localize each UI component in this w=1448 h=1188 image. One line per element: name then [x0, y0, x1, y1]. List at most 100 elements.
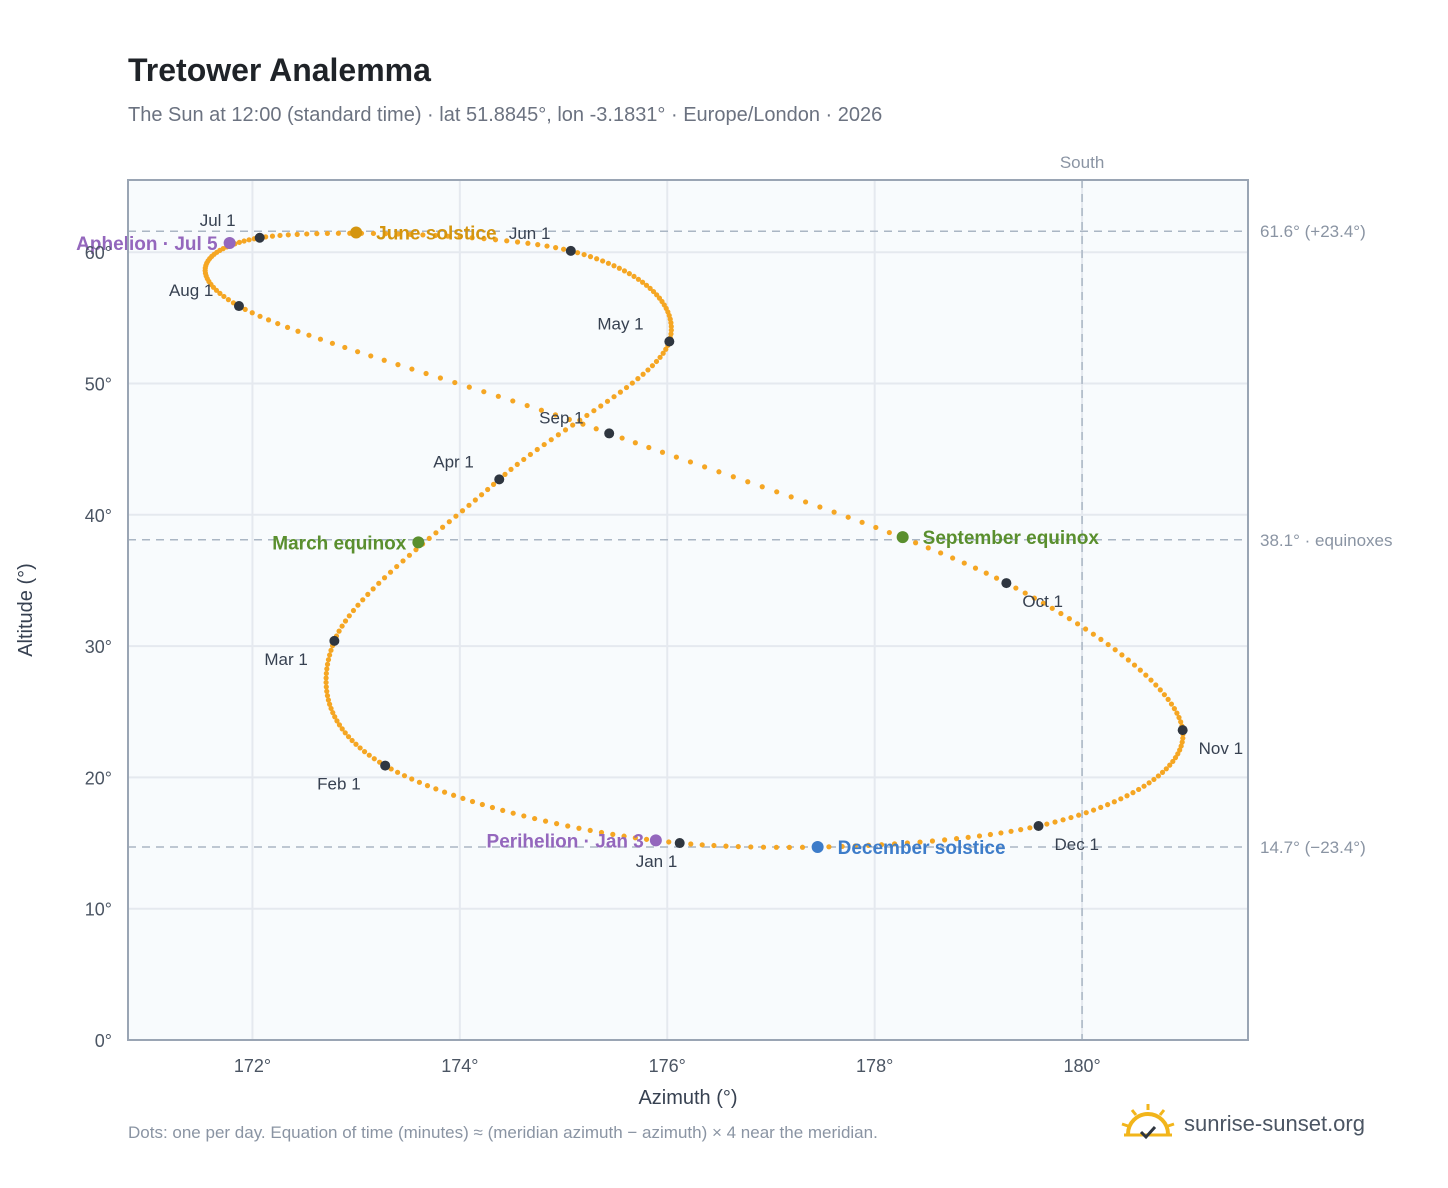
x-tick-label: 178° — [856, 1056, 893, 1076]
daily-dot — [632, 835, 638, 841]
brand-logo[interactable]: sunrise-sunset.org — [1120, 1102, 1365, 1146]
daily-dot — [409, 776, 415, 782]
daily-dot — [459, 508, 466, 514]
daily-dot — [538, 407, 544, 413]
daily-dot — [629, 380, 635, 386]
daily-dot — [401, 773, 408, 779]
month-label: Jan 1 — [636, 852, 678, 871]
daily-dot — [1163, 766, 1169, 772]
daily-dot — [626, 271, 632, 277]
daily-dot — [688, 841, 694, 847]
daily-dot — [371, 756, 377, 762]
daily-dot — [328, 705, 334, 712]
daily-dot — [723, 843, 729, 849]
daily-dot — [452, 379, 458, 386]
daily-dot — [508, 466, 514, 472]
daily-dot — [329, 340, 336, 346]
daily-dot — [381, 357, 387, 363]
daily-dot — [635, 276, 642, 282]
daily-dot — [213, 287, 220, 293]
daily-dot — [1155, 773, 1161, 779]
daily-dot — [1049, 605, 1055, 611]
daily-dot — [660, 350, 666, 356]
daily-dot — [1125, 657, 1131, 663]
y-tick-label: 40° — [85, 506, 112, 526]
month-marker — [494, 474, 505, 485]
daily-dot — [1074, 621, 1081, 627]
daily-dot — [645, 367, 651, 373]
daily-dot — [802, 499, 809, 505]
month-label: Dec 1 — [1055, 835, 1099, 854]
daily-dot — [993, 575, 1000, 581]
month-marker — [1033, 820, 1044, 831]
daily-dot — [839, 843, 845, 850]
daily-dot — [553, 245, 559, 251]
daily-dot — [1143, 672, 1149, 678]
daily-dot — [886, 529, 892, 536]
daily-dot — [324, 666, 330, 672]
daily-dot — [987, 831, 993, 838]
daily-dot — [1170, 758, 1176, 765]
daily-dot — [730, 474, 736, 480]
daily-dot — [457, 234, 463, 240]
daily-dot — [576, 825, 582, 831]
daily-dot — [335, 230, 341, 236]
daily-dot — [817, 504, 823, 510]
daily-dot — [246, 237, 252, 243]
daily-dot — [1098, 804, 1104, 811]
daily-dot — [1179, 739, 1185, 745]
event-marker — [223, 237, 236, 250]
event-label: March equinox — [272, 533, 407, 554]
event-label: June solstice — [376, 224, 496, 245]
daily-dot — [548, 437, 554, 443]
daily-dot — [577, 417, 583, 423]
event-label: December solstice — [838, 838, 1006, 859]
daily-dot — [1178, 719, 1184, 725]
daily-dot — [527, 451, 534, 458]
daily-dot — [275, 320, 281, 327]
y-tick-label: 0° — [95, 1031, 112, 1051]
daily-dot — [437, 375, 443, 381]
daily-dot — [560, 246, 567, 252]
month-label: Apr 1 — [433, 452, 474, 471]
daily-dot — [1168, 701, 1175, 707]
daily-dot — [668, 327, 674, 333]
daily-dot — [604, 398, 611, 404]
daily-dot — [406, 552, 413, 558]
south-label: South — [1060, 153, 1104, 172]
daily-dot — [1052, 819, 1058, 825]
daily-dot — [490, 481, 497, 487]
daily-dot — [1018, 827, 1024, 833]
month-label: Aug 1 — [169, 281, 213, 300]
daily-dot — [581, 251, 587, 258]
event-label: Aphelion · Jul 5 — [76, 234, 218, 255]
daily-dot — [584, 412, 590, 419]
daily-dot — [355, 602, 361, 608]
daily-dot — [631, 273, 637, 280]
daily-dot — [413, 547, 419, 553]
daily-dot — [1027, 825, 1033, 831]
daily-dot — [249, 310, 255, 316]
daily-dot — [646, 444, 652, 451]
daily-dot — [395, 769, 401, 775]
daily-dot — [324, 693, 331, 699]
daily-dot — [294, 231, 300, 237]
x-axis-label: Azimuth (°) — [638, 1087, 737, 1109]
daily-dot — [416, 779, 423, 785]
daily-dot — [277, 232, 283, 239]
daily-dot — [544, 243, 550, 249]
daily-dot — [570, 422, 576, 428]
daily-dot — [325, 697, 332, 703]
daily-dot — [983, 570, 989, 576]
daily-dot — [639, 279, 646, 285]
daily-dot — [1013, 585, 1019, 591]
daily-dot — [1175, 751, 1181, 757]
daily-dot — [1076, 812, 1082, 818]
month-label: Jun 1 — [509, 224, 551, 243]
daily-dot — [605, 260, 612, 266]
daily-dot — [334, 718, 340, 724]
daily-dot — [961, 560, 967, 566]
daily-dot — [1119, 652, 1125, 658]
daily-dot — [1060, 817, 1066, 823]
daily-dot — [663, 346, 669, 352]
